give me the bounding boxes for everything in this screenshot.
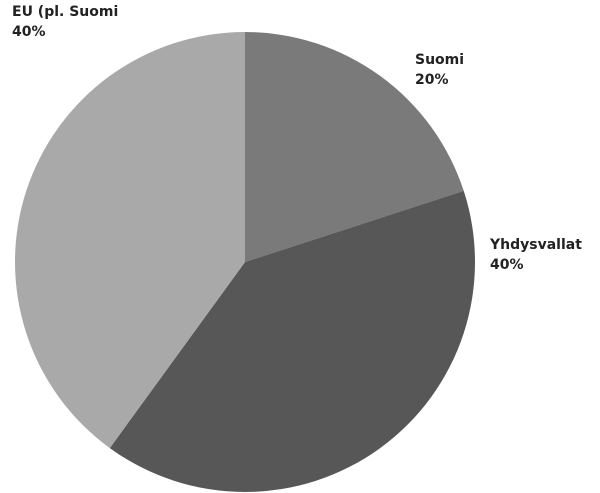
slice-value-label: 40%: [12, 24, 46, 40]
slice-label: Suomi: [415, 52, 464, 68]
slice-value-label: 40%: [490, 257, 524, 273]
pie-slice: [245, 32, 464, 262]
slice-label: EU (pl. Suomi: [12, 4, 118, 20]
pie-slice: [109, 190, 476, 492]
pie-slice: [15, 32, 246, 449]
slice-value-label: 20%: [415, 72, 449, 88]
slice-label: Yhdysvallat: [489, 237, 582, 253]
